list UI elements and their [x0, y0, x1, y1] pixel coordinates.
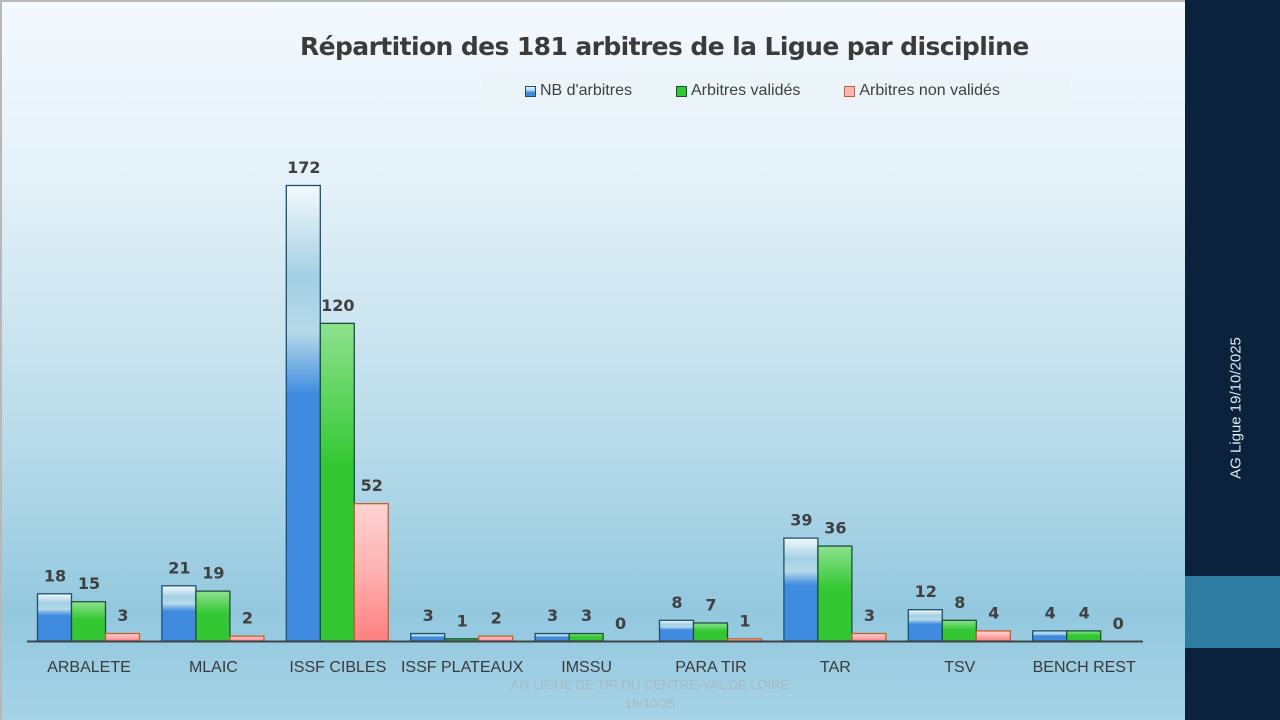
data-label: 21 [168, 558, 190, 577]
legend-item-arbitres-valides: Arbitres validés [675, 82, 801, 100]
bar-arbitres-non-valides [104, 632, 141, 642]
data-label: 3 [547, 606, 558, 625]
bar-arbitres-valides [817, 545, 853, 642]
data-label: 3 [423, 606, 434, 625]
data-label: 0 [1113, 614, 1124, 633]
bar-arbitres-valides [568, 632, 604, 642]
data-label: 7 [705, 595, 716, 614]
bar-arbitres-valides [1066, 630, 1102, 642]
sidebar-label: AG Ligue 19/10/2025 [1227, 337, 1245, 479]
bar-nb-arbitres [907, 609, 943, 642]
legend-swatch-pink [844, 85, 856, 97]
data-label: 8 [954, 593, 965, 612]
data-label: 1 [739, 611, 750, 630]
data-label: 12 [915, 582, 937, 601]
data-label: 18 [44, 566, 66, 585]
bar-nb-arbitres [658, 619, 695, 642]
data-label: 2 [491, 609, 502, 628]
bar-arbitres-non-valides [478, 635, 514, 642]
bar-arbitres-non-valides [975, 630, 1011, 642]
bar-arbitres-valides [692, 622, 729, 642]
data-label: 172 [287, 158, 320, 177]
legend-label: Arbitres validés [690, 82, 801, 99]
data-label: 4 [1045, 603, 1056, 622]
bar-arbitres-valides [319, 322, 355, 642]
bar-nb-arbitres [161, 585, 197, 642]
data-label: 3 [581, 606, 592, 625]
bar-nb-arbitres [36, 593, 73, 642]
legend-label: NB d'arbitres [540, 82, 632, 99]
legend-item-arbitres-non-valides: Arbitres non validés [844, 82, 1000, 100]
data-label: 8 [671, 593, 682, 612]
sidebar [1185, 0, 1280, 720]
data-label: 1 [457, 611, 468, 630]
footer-date: 19/10/25 [624, 696, 676, 711]
data-label: 3 [864, 606, 875, 625]
bar-arbitres-non-valides [353, 502, 389, 642]
category-label: ISSF CIBLES [289, 659, 386, 676]
bar-arbitres-valides [195, 590, 231, 642]
data-label: 39 [790, 511, 812, 530]
bar-nb-arbitres [1032, 630, 1068, 642]
data-label: 0 [615, 614, 626, 633]
bar-arbitres-non-valides [851, 632, 887, 642]
sidebar-accent-band [1185, 576, 1280, 648]
bar-nb-arbitres [534, 632, 570, 642]
category-label: IMSSU [561, 659, 612, 676]
data-label: 3 [117, 606, 128, 625]
bar-arbitres-non-valides [229, 635, 265, 642]
bar-nb-arbitres [285, 184, 321, 642]
data-label: 19 [202, 564, 224, 583]
legend-label: Arbitres non validés [859, 82, 1000, 99]
category-label: ISSF PLATEAUX [401, 659, 524, 676]
legend-swatch-blue [525, 85, 536, 97]
data-label: 2 [242, 609, 253, 628]
footer-organization: AG LIGUE DE TIR DU CENTRE-VAL DE LOIRE [510, 677, 790, 692]
category-label: MLAIC [189, 659, 238, 676]
legend-item-nb-arbitres: NB d'arbitres [525, 82, 632, 100]
category-label: PARA TIR [675, 659, 746, 676]
chart-title: Répartition des 181 arbitres de la Ligue… [300, 32, 1029, 61]
data-label: 120 [321, 296, 354, 315]
category-label: BENCH REST [1033, 659, 1136, 676]
data-label: 4 [1079, 603, 1090, 622]
bar-arbitres-valides [70, 601, 107, 642]
bar-nb-arbitres [783, 537, 819, 642]
legend-swatch-green [675, 85, 687, 97]
category-label: TSV [944, 659, 975, 676]
data-label: 4 [988, 603, 999, 622]
data-label: 52 [361, 476, 383, 495]
category-label: TAR [820, 659, 851, 676]
data-label: 15 [78, 574, 100, 593]
data-label: 36 [824, 519, 846, 538]
chart-legend: NB d'arbitres Arbitres validés Arbitres … [482, 76, 1070, 106]
bar-arbitres-valides [941, 619, 977, 642]
bar-nb-arbitres [410, 632, 446, 642]
category-label: ARBALETE [47, 659, 131, 676]
